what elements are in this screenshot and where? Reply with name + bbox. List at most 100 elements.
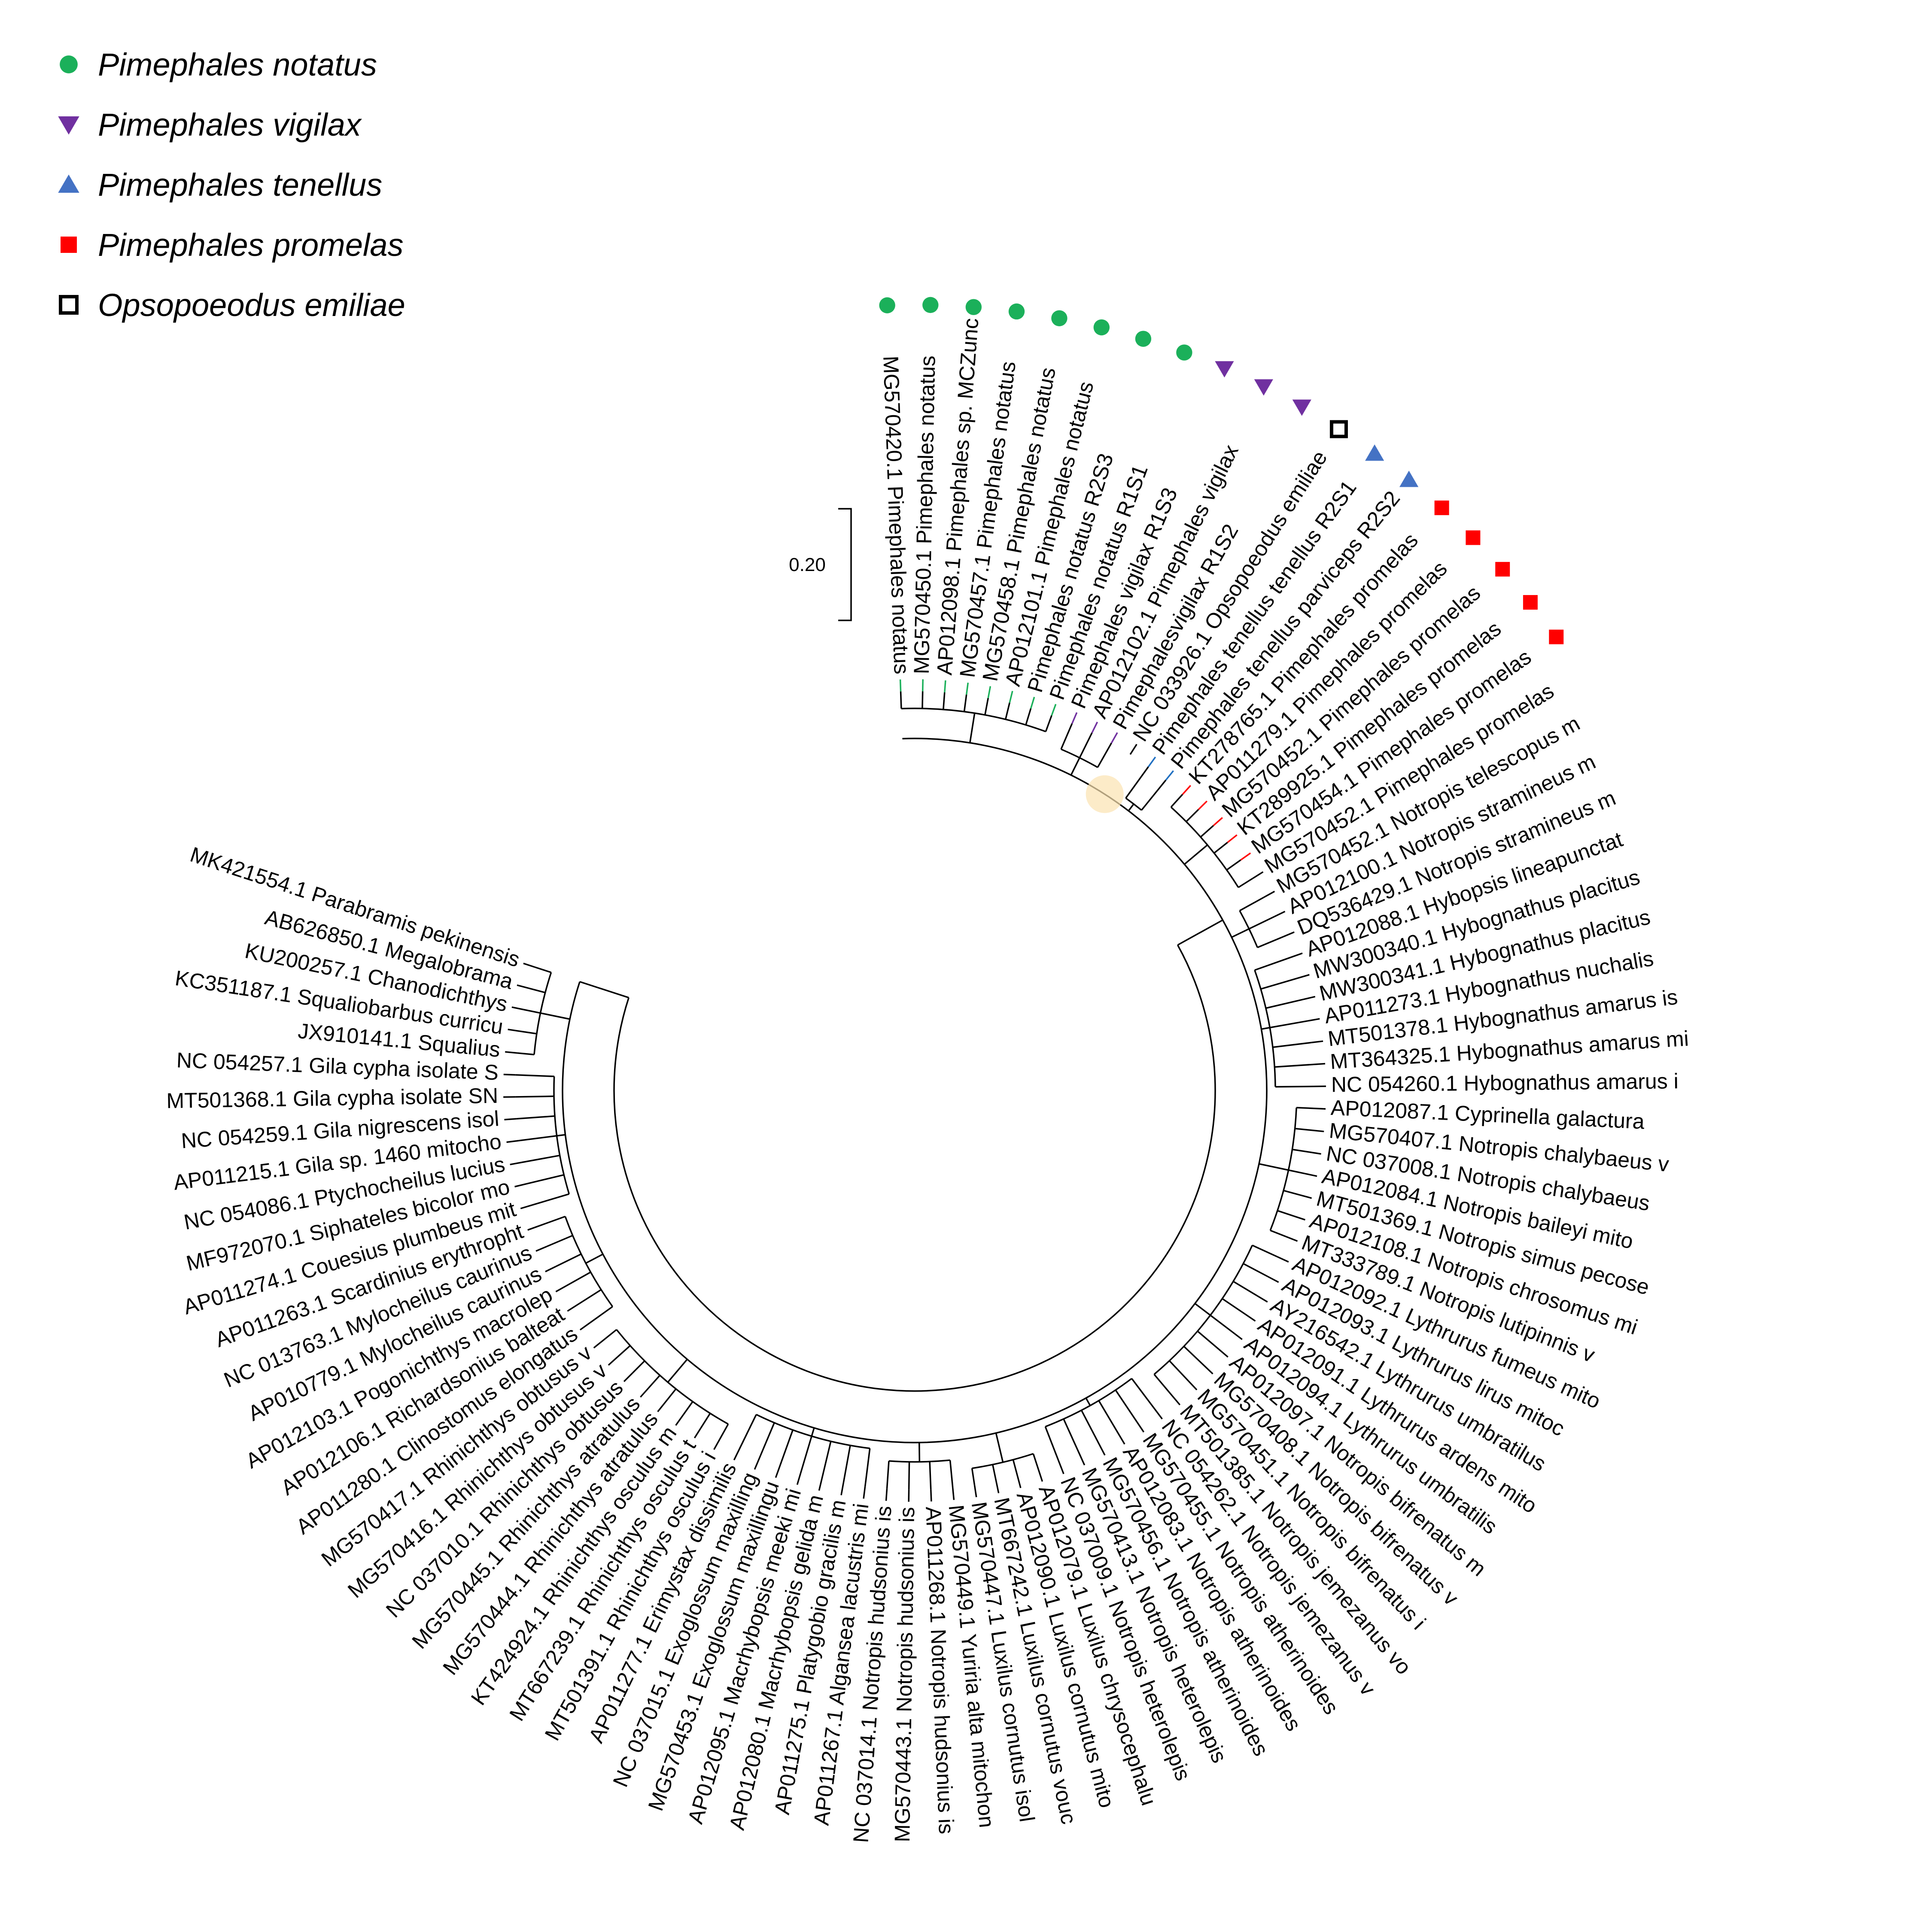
internal-branch: [1275, 1085, 1314, 1088]
vigilax-tip-marker: [1254, 379, 1273, 396]
internal-branch: [562, 738, 1268, 1443]
tip-branch: [1313, 1063, 1326, 1066]
tip-branch: [1213, 817, 1223, 826]
internal-branch: [1045, 715, 1052, 732]
internal-branch: [943, 692, 946, 710]
legend-label: Pimephales promelas: [98, 227, 404, 263]
tip-branch: [1286, 1236, 1298, 1242]
notatus-tip-marker: [922, 297, 939, 313]
internal-branch: [1296, 1107, 1314, 1109]
internal-branch: [888, 1459, 950, 1463]
internal-branch: [969, 713, 976, 743]
tip-branch: [1283, 931, 1295, 938]
tip-branch: [1305, 1173, 1317, 1177]
internal-branch: [528, 987, 546, 993]
legend-label: Pimephales vigilax: [98, 107, 362, 143]
tip-branch: [754, 1458, 760, 1470]
internal-branch: [566, 1271, 591, 1287]
internal-branch: [1025, 708, 1032, 726]
tip-branch: [1312, 1129, 1324, 1133]
tip-branch: [973, 1485, 977, 1498]
notatus-tip-marker: [1176, 344, 1192, 361]
internal-branch: [1243, 1263, 1268, 1278]
internal-branch: [864, 1448, 871, 1487]
internal-branch: [532, 1193, 569, 1206]
promelas-tip-marker: [1434, 500, 1449, 515]
internal-branch: [922, 691, 924, 709]
tip-branch: [1182, 785, 1191, 795]
internal-branch: [515, 1095, 554, 1098]
internal-branch: [949, 1460, 954, 1488]
internal-branch: [971, 1468, 976, 1485]
internal-branch: [992, 1464, 997, 1482]
tip-branch: [1154, 1409, 1163, 1420]
tip-branch: [775, 1466, 781, 1478]
tip-branch: [511, 1006, 524, 1011]
tip-branch: [1110, 732, 1118, 744]
internal-branch: [1200, 825, 1214, 838]
notatus-tip-marker: [1135, 331, 1152, 347]
internal-branch: [1233, 1281, 1258, 1297]
notatus-tip-marker: [1093, 319, 1110, 336]
internal-branch: [1265, 998, 1304, 1009]
tip-branch: [713, 1438, 721, 1450]
highlighted-node: [1086, 775, 1124, 813]
tip-branch: [514, 1183, 527, 1188]
internal-branch: [800, 1436, 812, 1473]
tip-labels: MG570420.1 Pimephales notatusMG570450.1 …: [166, 317, 1689, 1844]
internal-branch: [664, 1388, 677, 1403]
internal-branch: [585, 1253, 603, 1264]
tip-branch: [1091, 721, 1098, 733]
internal-branch: [1269, 1020, 1308, 1029]
internal-branch: [1097, 742, 1112, 768]
internal-branch: [515, 1074, 554, 1077]
legend-label: Opsopoeodus emiliae: [98, 287, 405, 323]
internal-branch: [1005, 702, 1010, 720]
tip-branch: [1118, 1433, 1125, 1445]
tip-branch: [1218, 1349, 1229, 1358]
tip-branch: [505, 1051, 517, 1054]
internal-branch: [929, 1461, 932, 1490]
tip-markers: [879, 297, 1564, 644]
tip-branch: [1051, 704, 1057, 716]
tip-branch: [1267, 1276, 1279, 1283]
internal-branch: [1238, 878, 1253, 888]
internal-branch: [1254, 956, 1292, 971]
legend-label: Pimephales notatus: [98, 47, 377, 82]
internal-branch: [518, 1135, 557, 1142]
tip-branch: [1009, 691, 1013, 703]
internal-branch: [1222, 1298, 1246, 1315]
tip-branch: [733, 1449, 740, 1461]
internal-branch: [1261, 1027, 1270, 1030]
internal-branch: [517, 1052, 535, 1056]
internal-branch: [1125, 766, 1149, 799]
internal-branch: [577, 1289, 602, 1306]
tip-branch: [1293, 1215, 1305, 1221]
internal-branch: [779, 1430, 794, 1467]
scale-bar: 0.20: [789, 508, 852, 621]
internal-branch: [579, 981, 629, 999]
tip-branch: [508, 1028, 520, 1032]
internal-branch: [1080, 1410, 1100, 1445]
tip-branch: [1098, 1444, 1106, 1456]
internal-branch: [556, 1253, 582, 1267]
internal-branch: [1170, 806, 1239, 888]
internal-branch: [811, 1428, 815, 1437]
internal-branch: [995, 1433, 1004, 1463]
tip-branch: [1297, 974, 1310, 979]
internal-branch: [901, 708, 1046, 732]
tip-branch: [545, 1266, 557, 1273]
tip-branch: [1232, 1331, 1243, 1340]
tip-branch: [1129, 744, 1137, 755]
internal-branch: [963, 694, 967, 712]
tip-branch: [1165, 770, 1174, 781]
internal-branch: [886, 1461, 890, 1489]
legend-label: Pimephales tenellus: [98, 167, 382, 203]
triangle-up-legend-marker: [58, 174, 79, 193]
internal-branch: [1231, 928, 1250, 938]
internal-branch: [1259, 1163, 1289, 1171]
tip-branch: [608, 1356, 618, 1366]
internal-branch: [564, 1216, 613, 1307]
internal-branch: [667, 1358, 688, 1383]
